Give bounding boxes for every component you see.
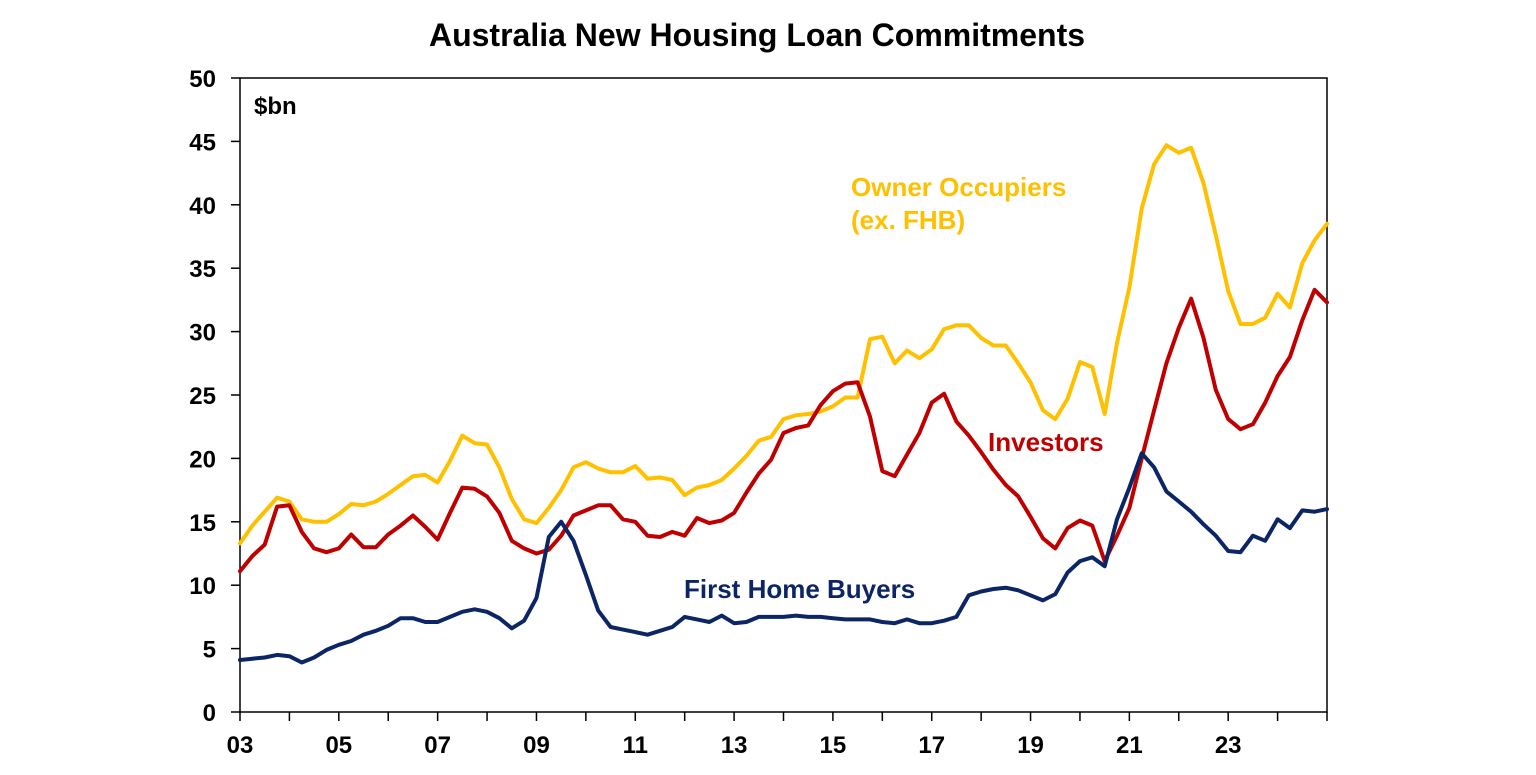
x-axis: 03 05 07 09 11 13 15 17 19 21 23 — [227, 712, 1328, 759]
series-label-owner-occupiers: Owner Occupiers (ex. FHB) — [851, 172, 1074, 235]
x-tick-label: 13 — [721, 732, 748, 759]
x-tick-label: 19 — [1017, 732, 1044, 759]
y-tick-label: 45 — [189, 129, 216, 156]
unit-label: $bn — [254, 93, 297, 120]
series-line-owner-occupiers — [238, 143, 1329, 546]
y-tick-label: 0 — [203, 700, 216, 727]
y-tick-label: 5 — [203, 637, 216, 664]
x-tick-label: 11 — [623, 732, 648, 759]
x-tick-label: 15 — [820, 732, 847, 759]
x-tick-label: 09 — [523, 732, 550, 759]
series-line-investors — [238, 287, 1329, 574]
x-tick-label: 23 — [1215, 732, 1242, 759]
y-tick-label: 40 — [189, 193, 216, 220]
series-line-first-home-buyers — [238, 451, 1329, 665]
chart-title: Australia New Housing Loan Commitments — [429, 17, 1085, 53]
x-tick-label: 07 — [424, 732, 451, 759]
y-tick-label: 10 — [189, 573, 216, 600]
y-tick-label: 35 — [189, 256, 216, 283]
series-label-owner-occupiers-line-1: Owner Occupiers — [851, 172, 1066, 202]
x-tick-label: 03 — [227, 732, 254, 759]
y-tick-label: 30 — [189, 320, 216, 347]
series-label-first-home-buyers: First Home Buyers — [684, 574, 915, 604]
x-tick-label: 05 — [325, 732, 352, 759]
x-tick-label: 17 — [918, 732, 945, 759]
y-tick-label: 25 — [189, 383, 216, 410]
y-tick-label: 50 — [189, 66, 216, 93]
series-label-investors: Investors — [988, 427, 1104, 457]
x-tick-label: 21 — [1116, 732, 1143, 759]
series-labels: Owner Occupiers (ex. FHB) Investors Firs… — [684, 172, 1104, 604]
y-axis: 0 5 10 15 20 25 30 35 40 45 50 — [189, 66, 240, 727]
y-tick-label: 20 — [189, 446, 216, 473]
y-tick-label: 15 — [189, 510, 216, 537]
series-label-owner-occupiers-line-2: (ex. FHB) — [851, 205, 965, 235]
series-lines — [238, 143, 1329, 665]
